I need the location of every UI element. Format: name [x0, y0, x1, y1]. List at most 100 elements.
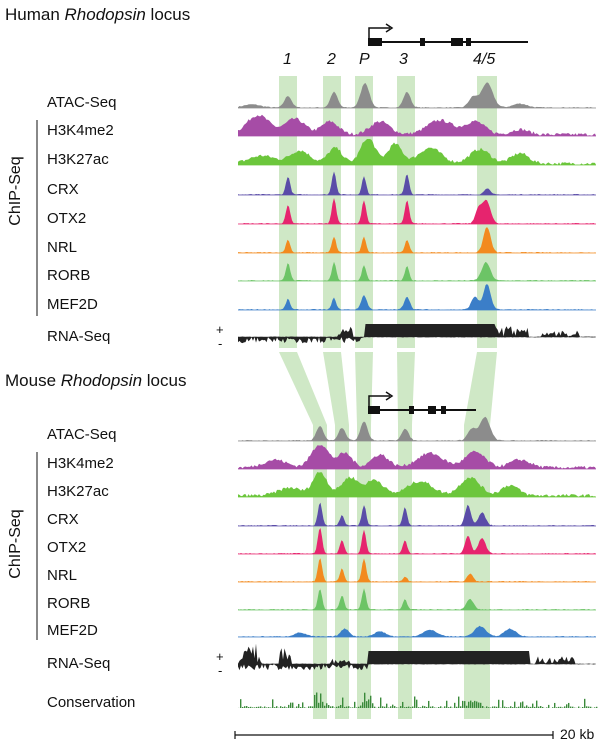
mouse-h3k4me2-track-signal [238, 445, 596, 469]
human-h3k4me2-track-signal [238, 114, 596, 136]
conservation-bar [482, 706, 484, 708]
human-rhodopsin-gene-tss-arrowhead [385, 23, 394, 33]
conservation-bar [464, 701, 466, 708]
mouse-rhodopsin-gene-tss-arrowhead [385, 391, 394, 401]
conservation-bar [586, 706, 588, 708]
conservation-bar [506, 707, 508, 708]
human-track-label-crx: CRX [47, 181, 79, 198]
conservation-bar [590, 706, 592, 708]
conservation-bar [432, 706, 434, 708]
ortholog-connector-p [355, 352, 373, 425]
conservation-bar [284, 706, 286, 708]
mouse-track-label-otx2: OTX2 [47, 539, 87, 556]
conservation-bar [260, 706, 262, 708]
conservation-bar [400, 706, 402, 708]
mouse-atac-track-signal [238, 416, 596, 441]
conservation-bar [534, 706, 536, 708]
conservation-bar [268, 707, 270, 708]
conservation-bar [458, 696, 460, 708]
conservation-bar [350, 707, 352, 708]
conservation-bar [332, 706, 334, 708]
mouse-title-prefix: Mouse [5, 371, 61, 390]
human-track-label-rorb: RORB [47, 267, 91, 284]
conservation-bar [584, 698, 586, 708]
conservation-bar [566, 704, 568, 708]
conservation-bar [526, 705, 528, 708]
mouse-track-label-nrl: NRL [47, 567, 78, 584]
human-rhodopsin-gene-exon-4 [466, 38, 471, 46]
conservation-bar [394, 706, 396, 708]
ortholog-connector-2 [323, 352, 349, 425]
conservation-bar [360, 705, 362, 708]
conservation-bar [412, 706, 414, 708]
conservation-bar [272, 699, 274, 708]
conservation-bar [250, 706, 252, 708]
conservation-bar [258, 706, 260, 708]
conservation-bar [296, 706, 298, 708]
conservation-bar [520, 702, 522, 708]
conservation-bar [466, 705, 468, 708]
conservation-bar [422, 705, 424, 708]
conservation-bar [244, 706, 246, 708]
conservation-bar [462, 700, 464, 708]
conservation-bar [456, 706, 458, 708]
conservation-bar [430, 706, 432, 708]
conservation-bar [572, 706, 574, 708]
human-minus-strand: - [218, 336, 223, 351]
mouse-chip-seq-label: ChIP-Seq [7, 509, 24, 579]
conservation-bar [448, 707, 450, 708]
conservation-bar [266, 707, 268, 708]
conservation-bar [524, 706, 526, 708]
conservation-bar [242, 706, 244, 708]
human-rhodopsin-gene-exon-2 [420, 38, 425, 46]
conservation-bar [542, 706, 544, 708]
mouse-conservation-label: Conservation [47, 694, 136, 711]
conservation-bar [358, 706, 360, 708]
conservation-bar [516, 707, 518, 708]
conservation-bar [410, 707, 412, 708]
conservation-bar [504, 706, 506, 708]
conservation-bar [420, 707, 422, 708]
conservation-bar [424, 706, 426, 708]
mouse-rna-seq-plus-signal [238, 643, 596, 664]
conservation-bar [370, 695, 372, 708]
conservation-bar [440, 706, 442, 708]
human-chip-seq-label: ChIP-Seq [7, 156, 24, 226]
conservation-bar [256, 706, 258, 708]
conservation-bar [496, 706, 498, 708]
conservation-bar [426, 706, 428, 708]
conservation-bar [402, 701, 404, 708]
conservation-bar [588, 706, 590, 708]
conservation-bar [498, 699, 500, 708]
conservation-bar [528, 706, 530, 708]
conservation-bar [366, 701, 368, 708]
conservation-bar [276, 706, 278, 708]
conservation-bar [368, 699, 370, 708]
mouse-track-label-mef2d: MEF2D [47, 622, 98, 639]
conservation-bar [240, 699, 242, 708]
conservation-bar [308, 706, 310, 708]
conservation-bar [322, 701, 324, 708]
conservation-bar [354, 701, 356, 708]
mouse-highlight-region-4-5 [464, 425, 490, 719]
conservation-bar [248, 706, 250, 708]
conservation-bar [362, 702, 364, 708]
mouse-highlight-region-3 [398, 425, 412, 719]
conservation-bar [454, 702, 456, 708]
conservation-bar [246, 706, 248, 708]
human-title-suffix: locus [145, 5, 191, 24]
conservation-bar [578, 706, 580, 708]
conservation-bar [512, 707, 514, 708]
conservation-bar [434, 707, 436, 708]
conservation-bar [348, 706, 350, 708]
conservation-bar [510, 706, 512, 708]
human-title-prefix: Human [5, 5, 65, 24]
mouse-rorb-track-signal [238, 588, 596, 610]
conservation-bar [274, 707, 276, 708]
human-rna-seq-label: RNA-Seq [47, 328, 111, 345]
conservation-bar [310, 706, 312, 708]
conservation-bar [338, 706, 340, 708]
mouse-rna-seq-label: RNA-Seq [47, 655, 111, 672]
mouse-track-label-h3k27ac: H3K27ac [47, 483, 109, 500]
conservation-bar [494, 706, 496, 708]
